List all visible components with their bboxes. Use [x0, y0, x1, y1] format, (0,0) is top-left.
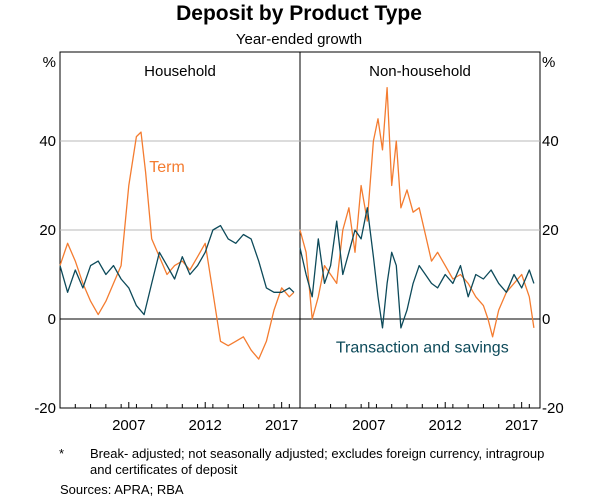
y-tick-label-left: 20	[39, 222, 56, 239]
label-layer: Household Term Non-household Transaction an…	[144, 63, 509, 356]
series-line-term	[59, 131, 295, 360]
y-tick-label-left: 0	[48, 311, 56, 328]
grid-layer	[60, 140, 540, 320]
annotation-term: Term	[149, 159, 185, 176]
y-tick-label-left: 40	[39, 133, 56, 150]
y-tick-label-right: 40	[542, 133, 559, 150]
chart-subtitle: Year-ended growth	[236, 31, 362, 48]
series-line-transaction-and-savings	[299, 207, 535, 329]
y-tick-label-right: -20	[542, 400, 564, 417]
y-tick-label-left: -20	[34, 400, 56, 417]
x-tick-label: 2007	[352, 417, 385, 434]
x-tick-label: 2017	[505, 417, 538, 434]
y-unit-right: %	[542, 54, 555, 71]
footnote-text: Break- adjusted; not seasonally adjusted…	[90, 446, 545, 477]
x-tick-label: 2012	[429, 417, 462, 434]
chart-title: Deposit by Product Type	[176, 2, 422, 25]
y-tick-label-right: 20	[542, 222, 559, 239]
y-tick-label-right: 0	[542, 311, 550, 328]
sources: Sources: APRA; RBA	[60, 482, 184, 497]
panel-title-non-household: Non-household	[369, 63, 471, 80]
annotation-transaction-and-savings: Transaction and savings	[336, 339, 509, 356]
x-tick-label: 2007	[112, 417, 145, 434]
series-line-transaction-and-savings	[59, 224, 295, 316]
series-line-term	[299, 86, 535, 338]
series-layer	[59, 86, 535, 360]
panel-title-household: Household	[144, 63, 216, 80]
axis-layer: 2007 2012 2017 40 20 0 -20% 2007 2012 2017 40 20 0 -2…	[34, 54, 563, 434]
x-tick-label: 2017	[265, 417, 298, 434]
y-unit-left: %	[43, 54, 56, 71]
footnote-marker: *	[59, 446, 65, 461]
x-tick-label: 2012	[189, 417, 222, 434]
